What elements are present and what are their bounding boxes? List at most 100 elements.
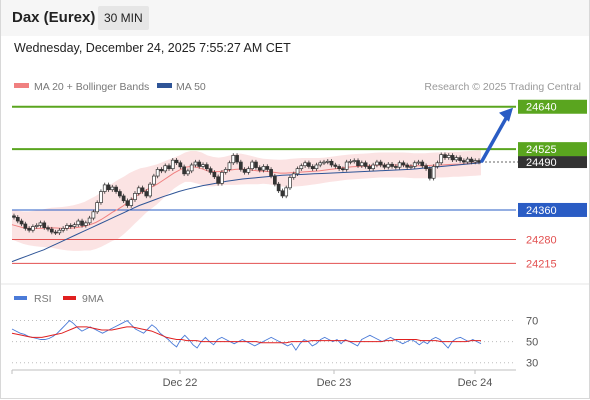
candle: [57, 228, 62, 236]
rsi-tick-label: 70: [526, 316, 538, 328]
candle: [322, 159, 326, 165]
candle: [439, 152, 444, 165]
candle: [133, 191, 137, 202]
candle: [49, 226, 54, 235]
rsi-ma-legend-swatch: [63, 296, 76, 300]
candle: [375, 159, 379, 168]
candle: [242, 167, 247, 175]
candle: [189, 162, 194, 174]
candle: [95, 200, 100, 215]
candle: [216, 174, 220, 186]
timeframe-button[interactable]: 30 MIN: [98, 6, 149, 30]
candle: [382, 162, 387, 170]
ma50-line: [11, 162, 482, 263]
candle: [333, 162, 338, 169]
candle: [295, 166, 300, 177]
candle: [261, 164, 266, 173]
candle: [106, 182, 111, 192]
candle: [125, 198, 130, 208]
candle: [401, 160, 406, 168]
candle: [265, 164, 270, 172]
candle: [276, 181, 281, 194]
candle: [250, 159, 255, 171]
current-price: 24490: [481, 156, 587, 169]
current-price-label: 24490: [526, 157, 557, 169]
candle: [341, 166, 345, 172]
candle: [159, 167, 164, 174]
candle: [155, 167, 160, 179]
candle: [129, 197, 134, 208]
candle: [371, 162, 375, 171]
candles: [12, 152, 481, 236]
candle: [348, 159, 353, 165]
level-tag-24525: [518, 142, 587, 157]
level-label-24360: 24360: [526, 205, 557, 217]
candle: [318, 160, 323, 168]
candle: [182, 164, 186, 177]
candle: [307, 160, 311, 169]
candle: [412, 160, 417, 169]
candle: [231, 153, 236, 165]
candle: [288, 175, 292, 191]
candle: [186, 168, 190, 177]
candle: [465, 156, 470, 165]
candle: [435, 160, 440, 169]
candle: [397, 160, 402, 170]
candle: [121, 193, 126, 203]
level-labels: 24640 24525 24360 24280 24215: [518, 99, 587, 270]
candle: [446, 153, 451, 160]
candle: [87, 215, 92, 226]
candle: [110, 184, 115, 192]
forecast-arrow: [480, 107, 513, 163]
candle: [208, 166, 213, 175]
candle: [220, 170, 224, 186]
candle: [273, 173, 277, 187]
candle: [367, 164, 372, 171]
ma50-legend-label: MA 50: [176, 81, 206, 93]
price-levels: [12, 105, 516, 264]
candle: [80, 218, 84, 228]
candle: [246, 166, 251, 175]
candle: [46, 225, 50, 232]
candle: [53, 229, 58, 236]
candle: [65, 223, 69, 231]
candle: [27, 226, 31, 233]
rsi-line: [11, 319, 482, 351]
current-price-tag: [518, 156, 587, 169]
instrument-title: Dax (Eurex): [12, 9, 96, 26]
level-label-24525: 24525: [526, 144, 557, 156]
candle: [193, 159, 198, 168]
candle: [416, 159, 421, 165]
candle: [469, 156, 474, 165]
bollinger-band-area: [12, 150, 481, 251]
candle: [325, 159, 330, 165]
level-tag-24360: [518, 202, 587, 217]
candle: [19, 218, 24, 227]
x-axis-ticks: Dec 22 Dec 23 Dec 24: [11, 370, 493, 389]
candle: [303, 160, 307, 168]
candle: [38, 220, 43, 228]
candle: [431, 164, 436, 181]
candle: [174, 157, 179, 165]
forecast-arrow-shaft: [480, 112, 510, 163]
candle: [310, 164, 315, 171]
candle: [393, 164, 398, 170]
candle: [167, 163, 171, 171]
candle: [91, 209, 96, 221]
candle: [178, 160, 183, 170]
candle: [254, 159, 258, 170]
candle: [443, 152, 447, 160]
candle: [299, 163, 304, 171]
candle: [31, 224, 35, 233]
candle: [227, 160, 232, 172]
candle: [34, 223, 39, 229]
candle: [197, 159, 202, 169]
candle: [424, 163, 428, 171]
candle: [163, 163, 168, 174]
candle: [450, 153, 455, 163]
level-label-24280: 24280: [526, 234, 557, 246]
x-tick-label: Dec 24: [458, 377, 493, 389]
ma20-legend-swatch: [14, 83, 29, 88]
candle: [280, 188, 285, 199]
rsi-legend-label: RSI: [34, 293, 52, 305]
